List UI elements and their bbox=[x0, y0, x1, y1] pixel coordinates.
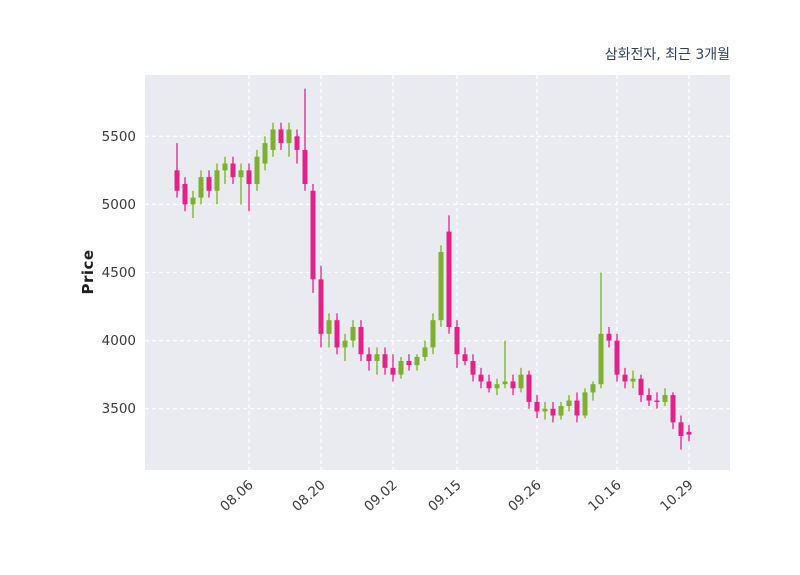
candle-up bbox=[502, 381, 508, 385]
y-tick-label: 3500 bbox=[102, 401, 136, 417]
candle-down bbox=[550, 408, 556, 416]
candle-up bbox=[342, 340, 348, 348]
candle-down bbox=[478, 374, 484, 382]
candle-up bbox=[350, 326, 356, 341]
candle-up bbox=[566, 400, 572, 406]
y-axis-label: Price bbox=[79, 249, 97, 295]
candle-up bbox=[190, 197, 196, 205]
candle-up bbox=[238, 170, 244, 178]
candle-down bbox=[302, 149, 308, 184]
candle-down bbox=[686, 431, 692, 435]
candle-up bbox=[598, 333, 604, 385]
candle-up bbox=[214, 170, 220, 191]
candle-up bbox=[286, 129, 292, 144]
candle-down bbox=[534, 401, 540, 412]
x-tick-label: 10.29 bbox=[657, 477, 696, 515]
candle-down bbox=[230, 163, 236, 178]
candle-down bbox=[678, 422, 684, 436]
candle-up bbox=[262, 143, 268, 164]
candle-up bbox=[422, 347, 428, 357]
candle-up bbox=[254, 156, 260, 184]
candle-up bbox=[630, 378, 636, 382]
candle-down bbox=[510, 381, 516, 389]
candle-down bbox=[654, 400, 660, 403]
candle-down bbox=[638, 378, 644, 396]
candle-down bbox=[294, 136, 300, 150]
candle-down bbox=[646, 395, 652, 401]
y-tick-label: 4500 bbox=[102, 265, 136, 281]
candle-down bbox=[318, 279, 324, 334]
plot-area bbox=[145, 75, 730, 470]
x-tick-label: 09.26 bbox=[505, 477, 544, 515]
candle-up bbox=[398, 361, 404, 375]
candle-up bbox=[430, 320, 436, 348]
chart-title: 삼화전자, 최근 3개월 bbox=[604, 47, 730, 63]
candle-down bbox=[486, 381, 492, 389]
x-tick-label: 08.20 bbox=[289, 477, 328, 515]
candle-up bbox=[590, 384, 596, 393]
candle-down bbox=[358, 326, 364, 355]
y-tick-label: 5000 bbox=[102, 197, 136, 213]
candle-up bbox=[438, 252, 444, 321]
x-tick-label: 08.06 bbox=[217, 477, 256, 515]
candle-up bbox=[662, 395, 668, 402]
candle-up bbox=[582, 392, 588, 416]
candle-down bbox=[390, 367, 396, 375]
candle-down bbox=[246, 170, 252, 184]
candle-down bbox=[278, 129, 284, 144]
candle-up bbox=[414, 356, 420, 366]
candle-down bbox=[670, 395, 676, 423]
candle-down bbox=[614, 340, 620, 375]
x-tick-label: 09.02 bbox=[361, 477, 400, 515]
candle-down bbox=[462, 354, 468, 362]
candle-down bbox=[182, 183, 188, 205]
candle-down bbox=[454, 326, 460, 355]
candle-up bbox=[542, 408, 548, 412]
candle-down bbox=[622, 374, 628, 382]
y-tick-label: 5500 bbox=[102, 129, 136, 145]
candle-up bbox=[326, 320, 332, 334]
candle-down bbox=[310, 190, 316, 280]
candle-up bbox=[374, 354, 380, 362]
candle-up bbox=[222, 163, 228, 171]
candle-down bbox=[406, 361, 412, 366]
candle-up bbox=[494, 384, 500, 389]
y-tick-label: 4000 bbox=[102, 333, 136, 349]
candle-down bbox=[206, 177, 212, 191]
candle-down bbox=[366, 354, 372, 362]
candle-down bbox=[606, 333, 612, 341]
candle-up bbox=[270, 129, 276, 150]
candle-down bbox=[174, 170, 180, 191]
candle-down bbox=[446, 231, 452, 327]
candle-down bbox=[334, 320, 340, 348]
candle-up bbox=[518, 374, 524, 389]
candle-down bbox=[574, 400, 580, 416]
candle-down bbox=[470, 361, 476, 375]
candle-up bbox=[558, 405, 564, 416]
x-tick-label: 09.15 bbox=[425, 477, 464, 515]
candle-down bbox=[382, 354, 388, 368]
x-tick-label: 10.16 bbox=[585, 477, 624, 515]
candle-down bbox=[526, 374, 532, 402]
candle-up bbox=[198, 177, 204, 198]
